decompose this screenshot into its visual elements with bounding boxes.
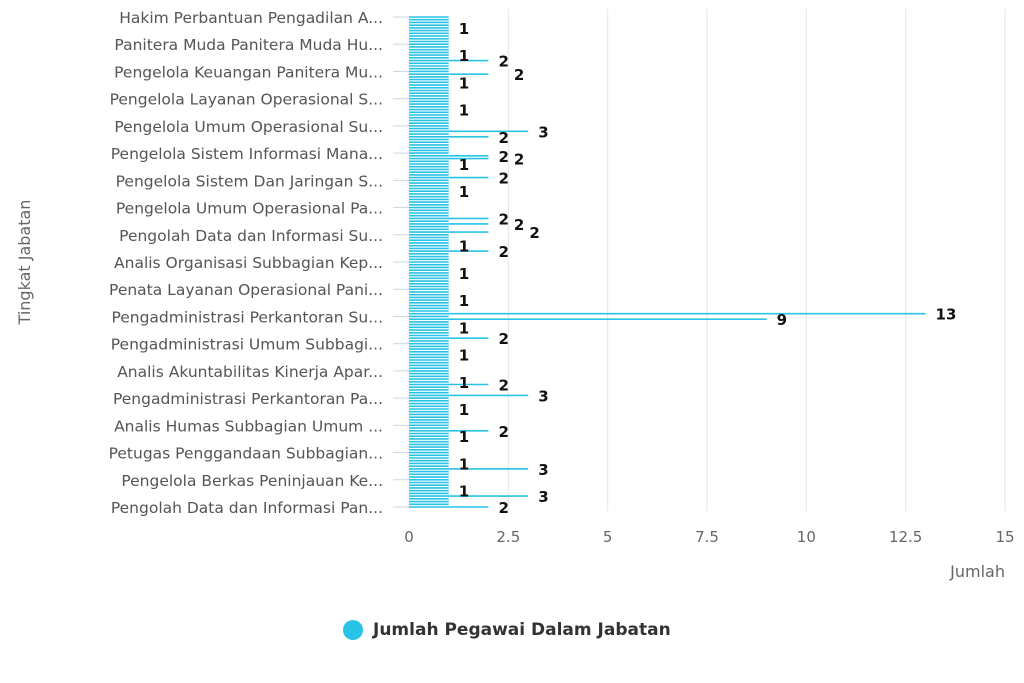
y-category-label: Pengolah Data dan Informasi Pan... bbox=[111, 499, 383, 517]
data-label: 1 bbox=[459, 74, 469, 92]
data-label: 2 bbox=[498, 53, 508, 71]
data-label: 2 bbox=[498, 243, 508, 261]
data-label: 2 bbox=[498, 330, 508, 348]
y-category-label: Panitera Muda Panitera Muda Hu... bbox=[114, 36, 383, 54]
data-label: 2 bbox=[514, 216, 524, 234]
legend-item[interactable]: Jumlah Pegawai Dalam Jabatan bbox=[343, 620, 671, 640]
data-label: 1 bbox=[459, 238, 469, 256]
data-label: 2 bbox=[498, 170, 508, 188]
data-label: 3 bbox=[538, 123, 548, 141]
data-label: 2 bbox=[498, 423, 508, 441]
data-label: 1 bbox=[459, 102, 469, 120]
x-tick-label: 5 bbox=[603, 528, 613, 546]
data-label: 2 bbox=[529, 224, 539, 242]
y-category-label: Analis Akuntabilitas Kinerja Apar... bbox=[117, 363, 383, 381]
data-label: 1 bbox=[459, 20, 469, 38]
data-label: 1 bbox=[459, 401, 469, 419]
x-tick-label: 10 bbox=[797, 528, 816, 546]
y-category-label: Petugas Penggandaan Subbagian... bbox=[109, 445, 383, 463]
data-label: 2 bbox=[498, 499, 508, 517]
data-label: 2 bbox=[498, 129, 508, 147]
y-category-label: Pengelola Sistem Informasi Mana... bbox=[111, 145, 383, 163]
data-label: 1 bbox=[459, 347, 469, 365]
x-tick-label: 2.5 bbox=[496, 528, 520, 546]
legend-marker-icon bbox=[343, 620, 363, 640]
y-category-label: Pengelola Umum Operasional Su... bbox=[114, 118, 383, 136]
data-label: 1 bbox=[459, 183, 469, 201]
data-label: 1 bbox=[459, 455, 469, 473]
data-label: 1 bbox=[459, 319, 469, 337]
y-axis-title: Tingkat Jabatan bbox=[15, 200, 34, 326]
data-label: 2 bbox=[514, 66, 524, 84]
y-category-label: Pengelola Keuangan Panitera Mu... bbox=[114, 63, 383, 81]
y-category-label: Hakim Perbantuan Pengadilan A... bbox=[119, 9, 383, 27]
x-axis-title: Jumlah bbox=[949, 562, 1005, 581]
x-tick-label: 7.5 bbox=[695, 528, 719, 546]
x-tick-label: 15 bbox=[995, 528, 1014, 546]
y-category-label: Pengelola Berkas Peninjauan Ke... bbox=[121, 472, 383, 490]
data-label: 1 bbox=[459, 265, 469, 283]
y-category-label: Penata Layanan Operasional Pani... bbox=[109, 281, 383, 299]
data-label: 2 bbox=[498, 377, 508, 395]
data-label: 1 bbox=[459, 156, 469, 174]
y-category-label: Pengolah Data dan Informasi Su... bbox=[119, 227, 383, 245]
data-label: 1 bbox=[459, 292, 469, 310]
data-label: 9 bbox=[777, 311, 787, 329]
x-tick-label: 12.5 bbox=[889, 528, 922, 546]
y-category-label: Pengadministrasi Perkantoran Su... bbox=[111, 308, 383, 326]
data-label: 13 bbox=[936, 306, 957, 324]
data-label: 1 bbox=[459, 47, 469, 65]
data-label: 1 bbox=[459, 374, 469, 392]
y-category-label: Pengadministrasi Umum Subbagi... bbox=[111, 336, 383, 354]
legend-label: Jumlah Pegawai Dalam Jabatan bbox=[373, 620, 671, 640]
y-category-label: Pengadministrasi Perkantoran Pa... bbox=[113, 390, 383, 408]
data-label: 1 bbox=[459, 428, 469, 446]
y-category-label: Analis Organisasi Subbagian Kep... bbox=[114, 254, 383, 272]
data-label: 3 bbox=[538, 461, 548, 479]
data-label: 1 bbox=[459, 483, 469, 501]
y-category-label: Pengelola Sistem Dan Jaringan S... bbox=[116, 172, 383, 190]
data-label: 2 bbox=[514, 151, 524, 169]
x-tick-label: 0 bbox=[404, 528, 414, 546]
y-category-label: Pengelola Umum Operasional Pa... bbox=[116, 200, 383, 218]
y-category-label: Analis Humas Subbagian Umum ... bbox=[114, 417, 383, 435]
data-label: 3 bbox=[538, 488, 548, 506]
data-label: 3 bbox=[538, 387, 548, 405]
y-category-label: Pengelola Layanan Operasional S... bbox=[110, 91, 383, 109]
data-label: 2 bbox=[498, 148, 508, 166]
data-label: 2 bbox=[498, 210, 508, 228]
